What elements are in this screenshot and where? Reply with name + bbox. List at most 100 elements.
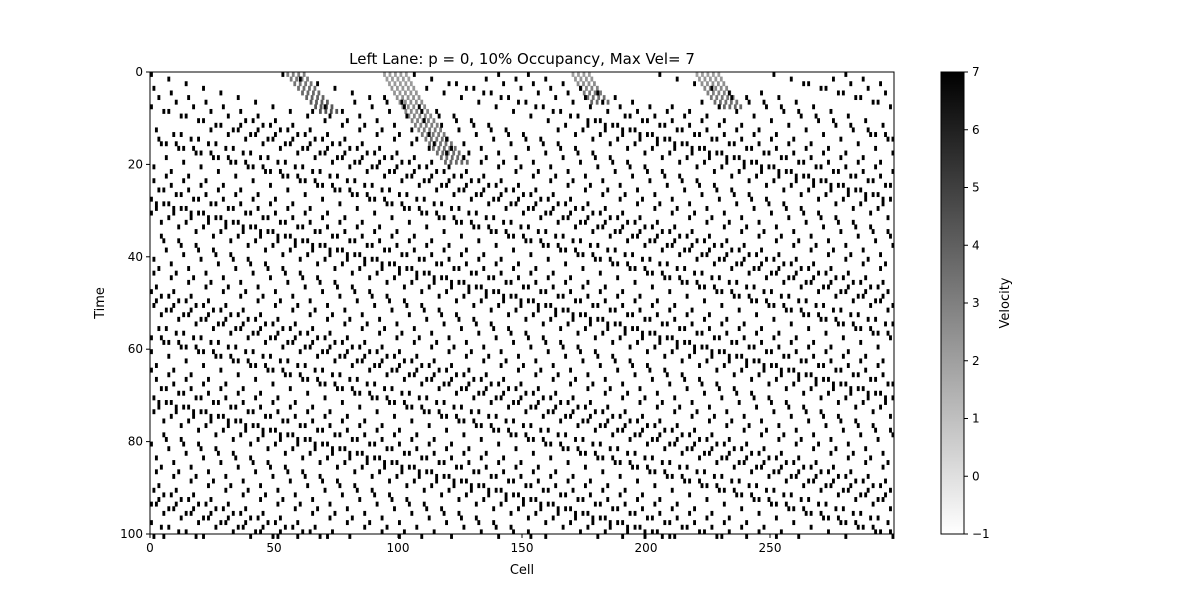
vehicle-cell [784, 169, 788, 174]
vehicle-cell-slow [456, 155, 460, 161]
vehicle-cell-slow [595, 85, 599, 91]
vehicle-cell [380, 266, 384, 271]
vehicle-cell [174, 141, 178, 147]
vehicle-cell [735, 279, 739, 285]
vehicle-cell [665, 335, 669, 341]
vehicle-cell [236, 390, 240, 396]
vehicle-cell [331, 446, 334, 452]
vehicle-cell [884, 395, 887, 401]
vehicle-cell [670, 210, 674, 216]
vehicle-cell [150, 441, 153, 447]
vehicle-cell [249, 515, 253, 521]
vehicle-cell [646, 132, 649, 137]
vehicle-cell [313, 446, 317, 452]
vehicle-cell [618, 473, 622, 479]
vehicle-cell [479, 192, 483, 198]
vehicle-cell [643, 395, 647, 401]
vehicle-cell [670, 427, 674, 433]
vehicle-cell [569, 289, 572, 295]
vehicle-cell [219, 229, 223, 234]
vehicle-cell [435, 108, 439, 114]
vehicle-cell [593, 335, 597, 341]
vehicle-cell [202, 224, 205, 230]
vehicle-cell [348, 450, 352, 456]
vehicle-cell [534, 104, 538, 110]
vehicle-cell [167, 446, 171, 452]
vehicle-cell [484, 450, 488, 456]
vehicle-cell [851, 205, 855, 211]
vehicle-cell [420, 381, 424, 387]
vehicle-cell [172, 506, 176, 512]
vehicle-cell [221, 104, 225, 110]
vehicle-cell-slow [588, 90, 592, 96]
vehicle-cell [678, 159, 682, 165]
vehicle-cell [410, 141, 414, 147]
vehicle-cell [469, 219, 473, 225]
vehicle-cell [861, 400, 865, 405]
vehicle-cell [536, 478, 540, 484]
vehicle-cell [197, 210, 200, 216]
vehicle-cell [598, 256, 602, 262]
vehicle-cell [303, 363, 307, 368]
vehicle-cell [293, 242, 297, 248]
vehicle-cell [412, 478, 416, 484]
vehicle-cell [415, 367, 419, 373]
vehicle-cell [588, 182, 592, 188]
vehicle-cell [767, 381, 771, 387]
vehicle-cell [231, 145, 235, 151]
vehicle-cell [695, 409, 699, 415]
vehicle-cell [643, 224, 647, 230]
vehicle-cell [452, 266, 456, 271]
vehicle-cell [355, 450, 359, 456]
vehicle-cell [224, 395, 228, 401]
colorbar-tick-label: 7 [972, 65, 980, 79]
vehicle-cell [164, 247, 168, 253]
vehicle-cell [787, 215, 791, 221]
vehicle-cell [365, 455, 369, 461]
vehicle-cell [646, 118, 649, 124]
vehicle-cell [636, 233, 639, 239]
vehicle-cell [626, 450, 630, 456]
vehicle-cell [261, 141, 265, 147]
vehicle-cell [772, 316, 776, 322]
vehicle-cell [732, 386, 736, 392]
vehicle-cell [777, 330, 781, 336]
vehicle-cell [737, 293, 741, 299]
vehicle-cell [373, 492, 377, 498]
vehicle-cell [765, 256, 768, 262]
vehicle-cell [219, 353, 223, 359]
vehicle-cell [405, 252, 409, 258]
vehicle-cell [301, 238, 305, 244]
vehicle-cell [715, 367, 719, 373]
vehicle-cell [420, 404, 424, 410]
vehicle-cell [871, 178, 875, 184]
vehicle-cell [154, 205, 158, 211]
vehicle-cell [638, 293, 642, 299]
vehicle-cell [529, 423, 533, 429]
vehicle-cell [197, 196, 200, 202]
vehicle-cell [770, 118, 773, 124]
vehicle-cell [757, 510, 761, 516]
vehicle-cell [777, 469, 781, 475]
vehicle-cell [460, 386, 463, 392]
vehicle-cell [797, 298, 801, 304]
vehicle-cell [202, 349, 205, 355]
vehicle-cell [824, 501, 828, 507]
vehicle-cell [556, 219, 560, 225]
vehicle-cell [464, 353, 468, 359]
vehicle-cell [770, 363, 773, 368]
vehicle-cell [236, 127, 240, 133]
vehicle-cell [529, 497, 533, 502]
vehicle-cell [809, 510, 813, 516]
vehicle-cell [402, 450, 406, 456]
vehicle-cell [484, 76, 488, 82]
vehicle-cell [499, 178, 503, 184]
vehicle-cell [467, 284, 471, 290]
vehicle-cell-slow [597, 95, 601, 101]
vehicle-cell [507, 312, 510, 318]
vehicle-cell-slow [591, 95, 595, 101]
vehicle-cell [569, 381, 572, 387]
vehicle-cell [737, 400, 741, 405]
vehicle-cell [579, 450, 582, 456]
vehicle-cell [464, 339, 468, 345]
